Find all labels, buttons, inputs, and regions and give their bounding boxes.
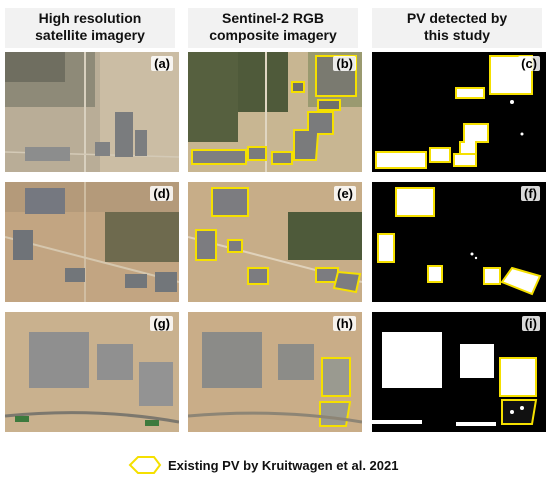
panel-a-high-res-image: (a) xyxy=(5,52,179,172)
sentinel-image xyxy=(188,312,362,432)
panel-e-sentinel-image: (e) xyxy=(188,182,362,302)
detection-mask xyxy=(372,182,546,302)
satellite-image xyxy=(5,312,179,432)
column-header-high-res: High resolution satellite imagery xyxy=(5,8,175,48)
satellite-image xyxy=(5,182,179,302)
legend-label: Existing PV by Kruitwagen et al. 2021 xyxy=(168,457,399,473)
header-line: PV detected by xyxy=(406,10,508,26)
existing-pv-legend-icon xyxy=(128,456,162,474)
header-line: composite imagery xyxy=(209,27,337,43)
panel-label: (d) xyxy=(150,186,173,201)
panel-label: (e) xyxy=(334,186,356,201)
sentinel-image xyxy=(188,52,362,172)
panel-label: (g) xyxy=(150,316,173,331)
header-line: satellite imagery xyxy=(35,27,145,43)
panel-g-high-res-image: (g) xyxy=(5,312,179,432)
panel-label: (c) xyxy=(518,56,540,71)
detection-mask xyxy=(372,52,546,172)
panel-label: (i) xyxy=(521,316,540,331)
panel-c-pv-detected: (c) xyxy=(372,52,546,172)
panel-label: (h) xyxy=(333,316,356,331)
panel-b-sentinel-image: (b) xyxy=(188,52,362,172)
header-line: this study xyxy=(423,27,491,43)
header-line: High resolution xyxy=(38,10,142,26)
column-header-detected: PV detected by this study xyxy=(372,8,542,48)
header-line: Sentinel-2 RGB xyxy=(222,10,324,26)
panel-label: (a) xyxy=(151,56,173,71)
panel-i-pv-detected: (i) xyxy=(372,312,546,432)
panel-label: (b) xyxy=(333,56,356,71)
panel-f-pv-detected: (f) xyxy=(372,182,546,302)
panel-d-high-res-image: (d) xyxy=(5,182,179,302)
panel-label: (f) xyxy=(521,186,540,201)
satellite-image xyxy=(5,52,179,172)
sentinel-image xyxy=(188,182,362,302)
legend: Existing PV by Kruitwagen et al. 2021 xyxy=(128,454,398,476)
detection-mask xyxy=(372,312,546,432)
column-header-sentinel: Sentinel-2 RGB composite imagery xyxy=(188,8,358,48)
panel-h-sentinel-image: (h) xyxy=(188,312,362,432)
